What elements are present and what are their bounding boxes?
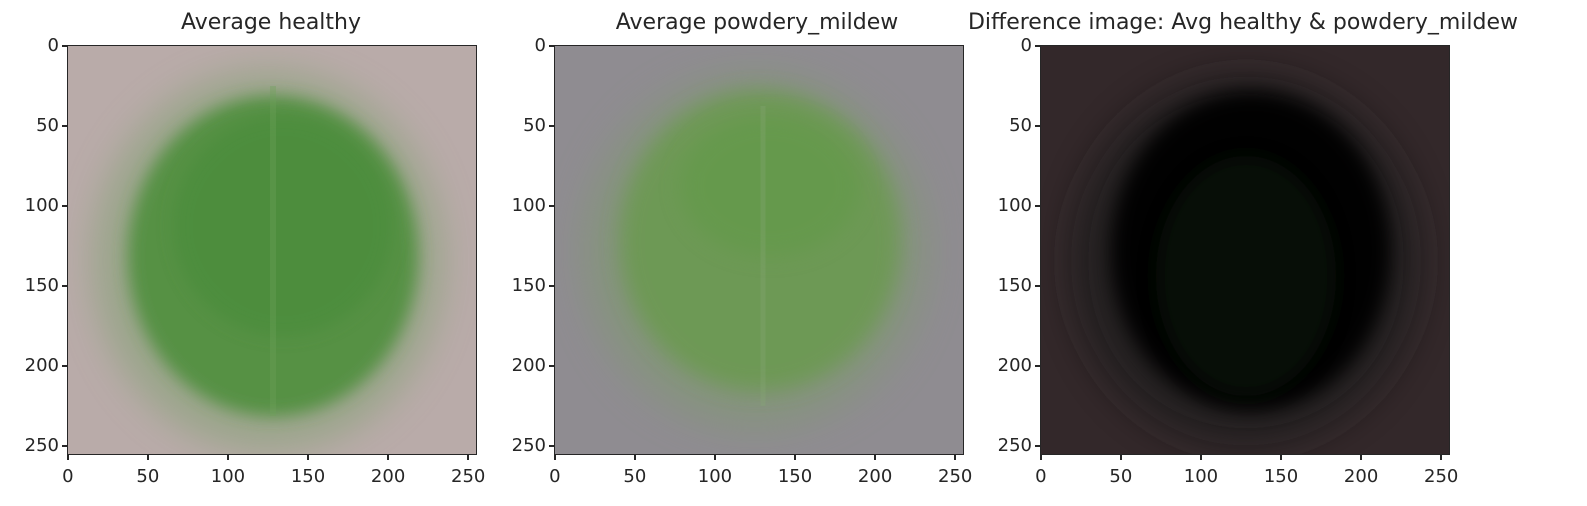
panel-title: Average powdery_mildew	[615, 10, 899, 35]
x-tick-label: 0	[62, 466, 74, 487]
x-tick-mark	[1120, 455, 1122, 460]
x-tick-label: 50	[136, 466, 160, 487]
y-tick-mark	[62, 45, 67, 47]
x-tick-mark	[954, 455, 956, 460]
y-tick-mark	[62, 205, 67, 207]
x-tick-label: 100	[210, 466, 246, 487]
y-tick-mark	[1035, 365, 1040, 367]
y-tick-label: 200	[997, 355, 1032, 377]
x-tick-label: 250	[938, 466, 973, 487]
image-difference	[1040, 45, 1450, 455]
y-tick-label: 200	[24, 355, 59, 377]
x-tick-mark	[387, 455, 389, 460]
x-tick-mark	[307, 455, 309, 460]
x-tick-label: 100	[1183, 466, 1219, 487]
x-tick-label: 250	[1424, 466, 1459, 487]
y-tick-mark	[549, 285, 554, 287]
y-tick-label: 150	[24, 275, 59, 297]
x-tick-mark	[634, 455, 636, 460]
y-tick-label: 0	[47, 34, 59, 56]
x-tick-label: 150	[777, 466, 813, 487]
x-tick-mark	[1200, 455, 1202, 460]
x-tick-mark	[1360, 455, 1362, 460]
y-tick-label: 150	[997, 275, 1032, 297]
x-tick-label: 250	[451, 466, 486, 487]
y-tick-label: 50	[523, 114, 546, 136]
y-tick-label: 150	[511, 275, 546, 297]
x-tick-mark	[227, 455, 229, 460]
x-tick-mark	[1040, 455, 1042, 460]
image-average-healthy	[67, 45, 477, 455]
x-tick-label: 200	[1343, 466, 1379, 487]
y-tick-label: 0	[1020, 34, 1032, 56]
x-tick-label: 150	[290, 466, 326, 487]
y-tick-label: 0	[534, 34, 546, 56]
x-tick-mark	[1440, 455, 1442, 460]
y-tick-label: 250	[511, 435, 546, 457]
x-tick-mark	[67, 455, 69, 460]
y-tick-mark	[62, 365, 67, 367]
x-tick-mark	[467, 455, 469, 460]
x-tick-mark	[874, 455, 876, 460]
x-tick-mark	[1280, 455, 1282, 460]
x-tick-label: 150	[1263, 466, 1299, 487]
y-tick-label: 100	[997, 194, 1032, 216]
x-tick-label: 0	[549, 466, 561, 487]
x-tick-label: 50	[1109, 466, 1133, 487]
x-tick-label: 200	[857, 466, 893, 487]
y-tick-mark	[549, 445, 554, 447]
y-tick-label: 50	[36, 114, 59, 136]
x-tick-label: 100	[697, 466, 733, 487]
y-tick-label: 200	[511, 355, 546, 377]
y-tick-label: 100	[511, 194, 546, 216]
y-tick-label: 50	[1009, 114, 1032, 136]
y-tick-mark	[1035, 125, 1040, 127]
y-tick-mark	[1035, 285, 1040, 287]
x-tick-label: 0	[1035, 466, 1047, 487]
x-tick-mark	[714, 455, 716, 460]
panel-title: Difference image: Avg healthy & powdery_…	[967, 10, 1519, 35]
y-tick-mark	[549, 365, 554, 367]
y-tick-mark	[549, 45, 554, 47]
panel-title: Average healthy	[181, 10, 361, 35]
y-tick-mark	[62, 445, 67, 447]
y-tick-label: 100	[24, 194, 59, 216]
y-tick-mark	[1035, 45, 1040, 47]
x-tick-mark	[147, 455, 149, 460]
x-tick-label: 50	[623, 466, 647, 487]
y-tick-mark	[1035, 205, 1040, 207]
y-tick-label: 250	[24, 435, 59, 457]
image-average-powdery-mildew	[554, 45, 964, 455]
x-tick-mark	[794, 455, 796, 460]
y-tick-mark	[62, 125, 67, 127]
y-tick-mark	[549, 205, 554, 207]
y-tick-label: 250	[997, 435, 1032, 457]
y-tick-mark	[62, 285, 67, 287]
y-tick-mark	[1035, 445, 1040, 447]
y-tick-mark	[549, 125, 554, 127]
x-tick-label: 200	[370, 466, 406, 487]
x-tick-mark	[554, 455, 556, 460]
